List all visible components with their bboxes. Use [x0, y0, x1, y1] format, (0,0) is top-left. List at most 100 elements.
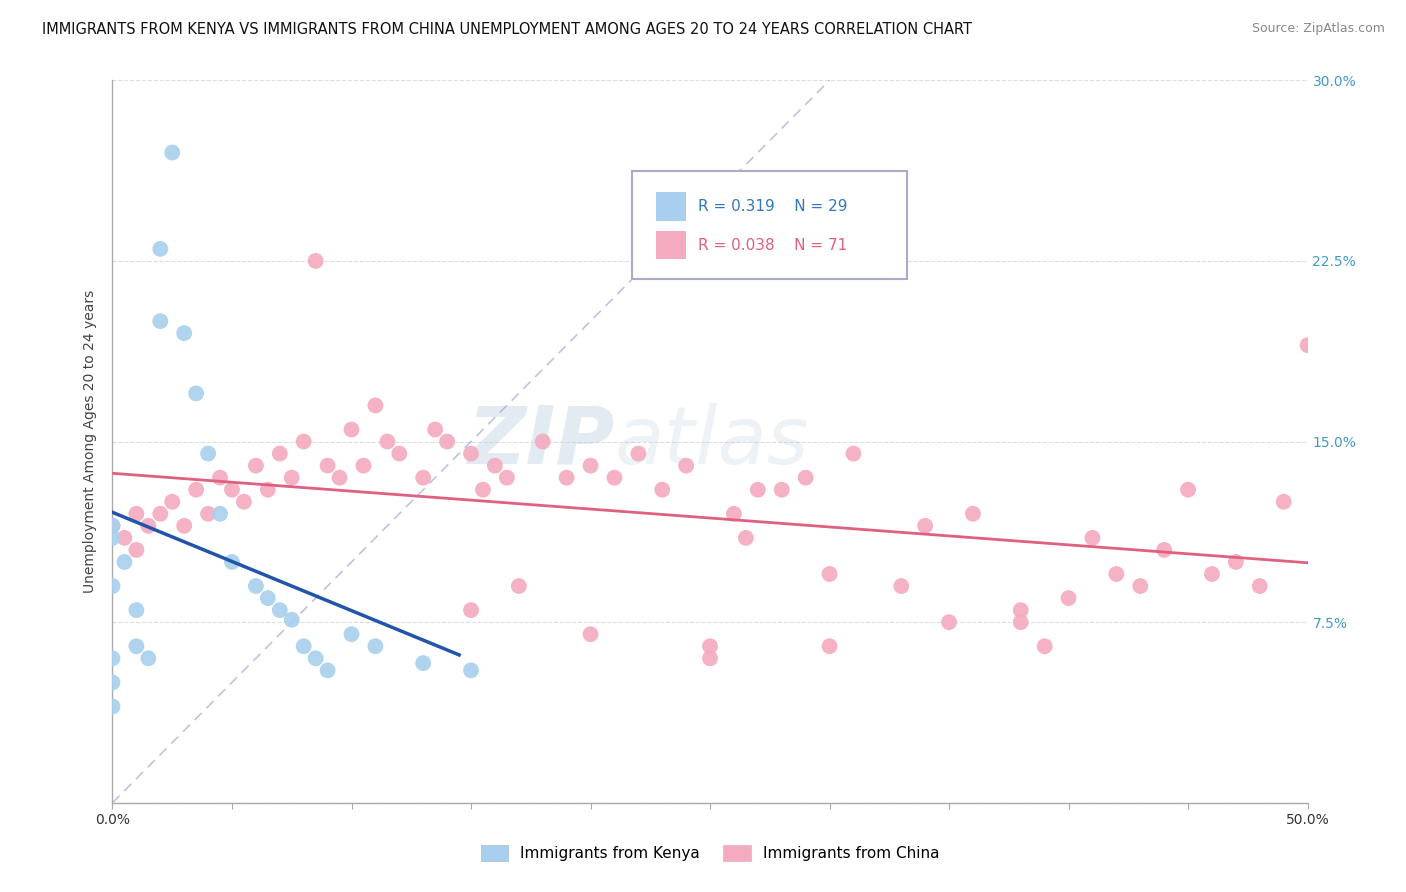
Text: R = 0.319    N = 29: R = 0.319 N = 29	[699, 199, 848, 214]
Point	[197, 446, 219, 460]
Point	[627, 446, 650, 460]
Point	[316, 458, 339, 473]
Point	[245, 579, 267, 593]
Text: R = 0.038    N = 71: R = 0.038 N = 71	[699, 237, 848, 252]
FancyBboxPatch shape	[633, 170, 907, 279]
Point	[1033, 639, 1056, 653]
Point	[425, 422, 447, 436]
Point	[735, 531, 758, 545]
Point	[747, 483, 769, 497]
Point	[508, 579, 530, 593]
Point	[162, 494, 183, 508]
Point	[101, 579, 124, 593]
Point	[269, 603, 291, 617]
Point	[221, 483, 243, 497]
Point	[173, 518, 195, 533]
Text: atlas: atlas	[614, 402, 810, 481]
Point	[579, 627, 602, 641]
Point	[818, 639, 841, 653]
Point	[257, 483, 280, 497]
Point	[364, 639, 387, 653]
Point	[209, 507, 232, 521]
Point	[770, 483, 793, 497]
Point	[281, 470, 304, 484]
Point	[1081, 531, 1104, 545]
Point	[484, 458, 506, 473]
Text: IMMIGRANTS FROM KENYA VS IMMIGRANTS FROM CHINA UNEMPLOYMENT AMONG AGES 20 TO 24 : IMMIGRANTS FROM KENYA VS IMMIGRANTS FROM…	[42, 22, 972, 37]
Point	[699, 639, 721, 653]
Point	[149, 507, 172, 521]
Point	[114, 531, 135, 545]
Point	[1010, 615, 1032, 630]
Point	[1057, 591, 1080, 605]
Point	[186, 386, 208, 401]
Point	[101, 531, 124, 545]
Point	[531, 434, 554, 449]
Point	[603, 470, 626, 484]
Point	[352, 458, 374, 473]
Point	[197, 507, 219, 521]
Bar	[657, 230, 686, 260]
Point	[340, 627, 363, 641]
Point	[1249, 579, 1271, 593]
Legend: Immigrants from Kenya, Immigrants from China: Immigrants from Kenya, Immigrants from C…	[475, 839, 945, 867]
Point	[699, 651, 721, 665]
Point	[794, 470, 817, 484]
Point	[938, 615, 960, 630]
Point	[436, 434, 458, 449]
Point	[125, 542, 148, 557]
Point	[579, 458, 602, 473]
Point	[305, 253, 328, 268]
Point	[651, 483, 673, 497]
Point	[292, 639, 315, 653]
Point	[149, 314, 172, 328]
Point	[460, 664, 482, 678]
Point	[186, 483, 208, 497]
Point	[1296, 338, 1319, 352]
Point	[842, 446, 865, 460]
Point	[340, 422, 363, 436]
Point	[114, 555, 135, 569]
Point	[1201, 567, 1223, 582]
Point	[101, 675, 124, 690]
Point	[377, 434, 399, 449]
Point	[1129, 579, 1152, 593]
Text: ZIP: ZIP	[467, 402, 614, 481]
Point	[1010, 603, 1032, 617]
Bar	[657, 193, 686, 221]
Point	[388, 446, 411, 460]
Point	[723, 507, 745, 521]
Y-axis label: Unemployment Among Ages 20 to 24 years: Unemployment Among Ages 20 to 24 years	[83, 290, 97, 593]
Point	[1272, 494, 1295, 508]
Point	[281, 613, 304, 627]
Point	[460, 446, 482, 460]
Point	[125, 507, 148, 521]
Point	[138, 518, 160, 533]
Point	[233, 494, 256, 508]
Point	[818, 567, 841, 582]
Point	[149, 242, 172, 256]
Point	[209, 470, 232, 484]
Point	[890, 579, 912, 593]
Point	[138, 651, 160, 665]
Point	[962, 507, 984, 521]
Point	[555, 470, 578, 484]
Point	[412, 470, 434, 484]
Point	[125, 639, 148, 653]
Point	[1225, 555, 1247, 569]
Point	[914, 518, 936, 533]
Point	[364, 398, 387, 412]
Text: Source: ZipAtlas.com: Source: ZipAtlas.com	[1251, 22, 1385, 36]
Point	[1153, 542, 1175, 557]
Point	[101, 651, 124, 665]
Point	[1105, 567, 1128, 582]
Point	[675, 458, 697, 473]
Point	[460, 603, 482, 617]
Point	[162, 145, 183, 160]
Point	[221, 555, 243, 569]
Point	[305, 651, 328, 665]
Point	[1177, 483, 1199, 497]
Point	[101, 699, 124, 714]
Point	[269, 446, 291, 460]
Point	[101, 518, 124, 533]
